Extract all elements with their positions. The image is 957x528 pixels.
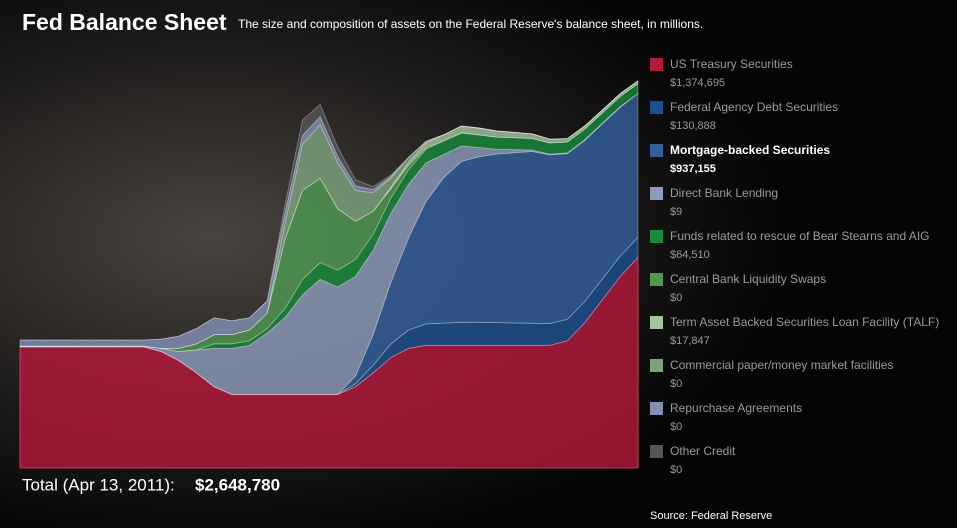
legend-swatch[interactable] <box>650 402 663 415</box>
legend-value[interactable]: $0 <box>670 292 682 304</box>
legend-label[interactable]: Central Bank Liquidity Swaps <box>670 272 826 286</box>
legend-swatch[interactable] <box>650 445 663 458</box>
legend-swatch[interactable] <box>650 58 663 71</box>
legend: US Treasury Securities $1,374,695 Federal … <box>650 57 939 476</box>
legend-swatch[interactable] <box>650 273 663 286</box>
legend-value[interactable]: $937,155 <box>670 163 716 175</box>
source: Source: Federal Reserve <box>650 510 772 522</box>
total-label: Total (Apr 13, 2011): <box>22 475 175 494</box>
legend-swatch[interactable] <box>650 187 663 200</box>
legend-value[interactable]: $130,888 <box>670 120 716 132</box>
area <box>19 80 639 349</box>
legend-swatch[interactable] <box>650 316 663 329</box>
legend-value[interactable]: $1,374,695 <box>670 77 725 89</box>
chart-title: Fed Balance Sheet <box>22 9 227 35</box>
legend-value[interactable]: $64,510 <box>670 249 710 261</box>
legend-swatch[interactable] <box>650 359 663 372</box>
legend-label[interactable]: Term Asset Backed Securities Loan Facili… <box>670 315 939 329</box>
legend-label[interactable]: Mortgage-backed Securities <box>670 143 830 157</box>
legend-value[interactable]: $0 <box>670 378 682 390</box>
chart-subtitle: The size and composition of assets on th… <box>238 17 703 31</box>
legend-label[interactable]: Commercial paper/money market facilities <box>670 358 893 372</box>
legend-label[interactable]: Direct Bank Lending <box>670 186 778 200</box>
legend-value[interactable]: $17,847 <box>670 335 710 347</box>
legend-label[interactable]: Other Credit <box>670 444 736 458</box>
area <box>20 236 639 395</box>
plot-area <box>19 80 639 469</box>
legend-swatch[interactable] <box>650 101 663 114</box>
legend-label[interactable]: US Treasury Securities <box>670 57 793 71</box>
legend-value[interactable]: $0 <box>670 464 682 476</box>
area <box>20 92 639 395</box>
legend-swatch[interactable] <box>650 144 663 157</box>
area <box>20 80 639 341</box>
legend-value[interactable]: $9 <box>670 206 682 218</box>
legend-value[interactable]: $0 <box>670 421 682 433</box>
total-value: $2,648,780 <box>195 475 280 494</box>
legend-label[interactable]: Federal Agency Debt Securities <box>670 100 838 114</box>
legend-label[interactable]: Funds related to rescue of Bear Stearns … <box>670 229 929 243</box>
legend-label[interactable]: Repurchase Agreements <box>670 401 802 415</box>
legend-swatch[interactable] <box>650 230 663 243</box>
